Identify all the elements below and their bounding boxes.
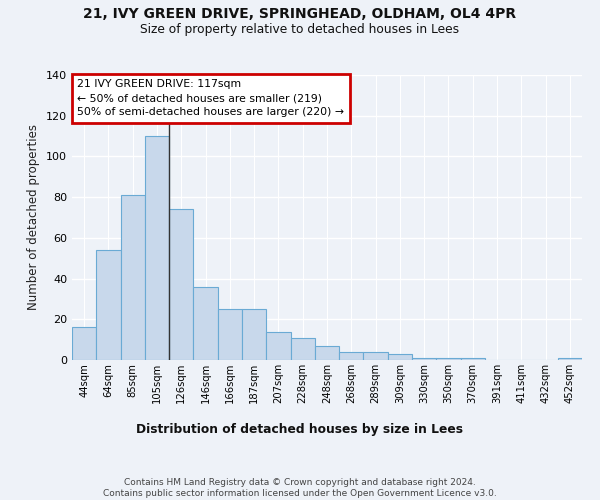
Bar [72, 328, 96, 360]
Text: Contains HM Land Registry data © Crown copyright and database right 2024.
Contai: Contains HM Land Registry data © Crown c… [103, 478, 497, 498]
Bar [364, 352, 388, 360]
Bar [266, 332, 290, 360]
Text: 21 IVY GREEN DRIVE: 117sqm
← 50% of detached houses are smaller (219)
50% of sem: 21 IVY GREEN DRIVE: 117sqm ← 50% of deta… [77, 80, 344, 118]
Bar [290, 338, 315, 360]
Bar [242, 309, 266, 360]
Bar [121, 195, 145, 360]
Bar [388, 354, 412, 360]
Bar [461, 358, 485, 360]
Bar [339, 352, 364, 360]
Text: Size of property relative to detached houses in Lees: Size of property relative to detached ho… [140, 22, 460, 36]
Text: Distribution of detached houses by size in Lees: Distribution of detached houses by size … [137, 422, 464, 436]
Bar [96, 250, 121, 360]
Bar [193, 286, 218, 360]
Bar [169, 210, 193, 360]
Y-axis label: Number of detached properties: Number of detached properties [28, 124, 40, 310]
Bar [436, 358, 461, 360]
Bar [558, 358, 582, 360]
Text: 21, IVY GREEN DRIVE, SPRINGHEAD, OLDHAM, OL4 4PR: 21, IVY GREEN DRIVE, SPRINGHEAD, OLDHAM,… [83, 8, 517, 22]
Bar [315, 346, 339, 360]
Bar [145, 136, 169, 360]
Bar [218, 309, 242, 360]
Bar [412, 358, 436, 360]
